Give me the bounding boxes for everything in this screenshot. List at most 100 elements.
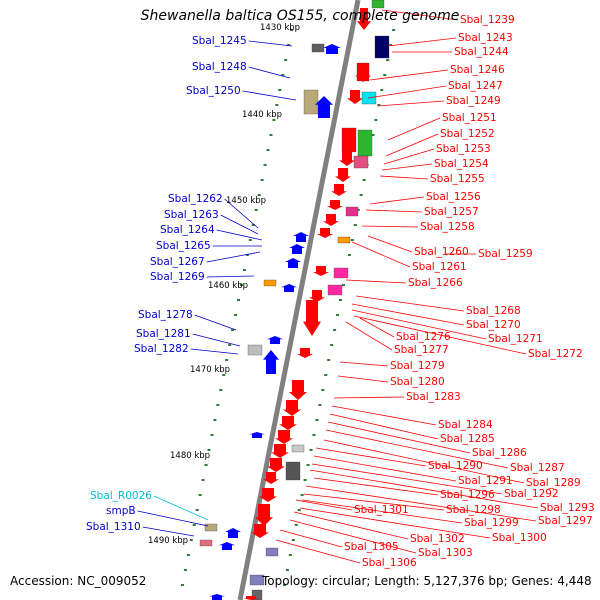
gene-labels: Sbal_1245 Sbal_1248 Sbal_1250 Sbal_1262 Sbal… bbox=[86, 14, 595, 569]
forward-gene-arrow bbox=[263, 350, 279, 374]
gene-label-right: Sbal_1291 bbox=[458, 475, 513, 487]
tick-dot bbox=[359, 194, 363, 196]
gene-feature bbox=[291, 444, 305, 453]
leader-line bbox=[192, 333, 241, 347]
leader-line bbox=[289, 519, 417, 554]
reverse-gene-arrow bbox=[279, 416, 297, 430]
tick-dot bbox=[281, 74, 285, 76]
tick-dot bbox=[284, 59, 288, 61]
leader-line bbox=[248, 66, 291, 79]
leader-line bbox=[190, 348, 239, 355]
reverse-gene-arrow bbox=[317, 228, 333, 238]
tick-dot bbox=[269, 134, 273, 136]
gene-label-right: Sbal_1239 bbox=[460, 14, 515, 26]
gene-label-right: Sbal_1247 bbox=[448, 80, 503, 92]
gene-label-right: Sbal_1280 bbox=[390, 376, 445, 388]
tick-dot bbox=[380, 89, 384, 91]
gene-label-right: Sbal_1283 bbox=[406, 391, 461, 403]
forward-gene-arrow bbox=[219, 542, 235, 550]
reverse-gene-arrow bbox=[297, 348, 313, 358]
reverse-gene-arrow bbox=[339, 152, 355, 166]
gene-label-right: Sbal_1272 bbox=[528, 348, 583, 360]
gene-label-left: Sbal_1263 bbox=[164, 209, 219, 221]
tick-dot bbox=[210, 434, 214, 436]
leader-line bbox=[365, 209, 423, 213]
gene-label-right: Sbal_1303 bbox=[418, 547, 473, 559]
leader-line bbox=[305, 485, 537, 522]
tick-dot bbox=[336, 314, 340, 316]
leader-line bbox=[220, 214, 259, 235]
leader-line bbox=[377, 100, 445, 107]
leader-line bbox=[313, 477, 439, 496]
leader-line bbox=[337, 375, 389, 383]
gene-label-left: Sbal_1267 bbox=[150, 256, 205, 268]
leader-line bbox=[345, 321, 393, 351]
tick-dot bbox=[392, 29, 396, 31]
tick-dot bbox=[353, 224, 357, 226]
gene-feature bbox=[247, 344, 263, 356]
reverse-gene-arrow bbox=[259, 488, 277, 502]
gene-label-right: Sbal_1249 bbox=[446, 95, 501, 107]
gene-label-right: Sbal_1286 bbox=[472, 447, 527, 459]
gene-features bbox=[199, 0, 390, 600]
gene-label-left: Sbal_1262 bbox=[168, 193, 223, 205]
leader-line bbox=[381, 163, 433, 171]
tick-dot bbox=[183, 569, 187, 571]
gene-label-right: Sbal_1287 bbox=[510, 462, 565, 474]
gene-feature bbox=[251, 589, 263, 600]
reverse-gene-arrow bbox=[271, 444, 289, 458]
gene-feature bbox=[265, 547, 279, 557]
tick-dot bbox=[386, 59, 390, 61]
kbp-label: 1450 kbp bbox=[226, 196, 266, 206]
kbp-label: 1430 kbp bbox=[260, 23, 300, 33]
reverse-gene-arrow bbox=[289, 380, 307, 400]
gene-label-right: Sbal_1252 bbox=[440, 128, 495, 140]
leader-line bbox=[275, 539, 361, 564]
gene-feature bbox=[341, 127, 357, 153]
tick-dot bbox=[294, 524, 298, 526]
gene-label-left: Sbal_1264 bbox=[160, 224, 215, 236]
reverse-gene-arrow bbox=[357, 8, 371, 30]
tick-dot bbox=[257, 194, 261, 196]
leader-line bbox=[379, 175, 429, 180]
leader-line bbox=[351, 303, 465, 326]
tick-dot bbox=[350, 239, 354, 241]
reverse-gene-arrow bbox=[313, 266, 329, 276]
gene-label-right: Sbal_1260 bbox=[414, 246, 469, 258]
gene-label-right: Sbal_1298 bbox=[446, 504, 501, 516]
gene-label-right: Sbal_1290 bbox=[428, 460, 483, 472]
gene-label-right: Sbal_1255 bbox=[430, 173, 485, 185]
gene-label-right: Sbal_1261 bbox=[412, 261, 467, 273]
leader-line bbox=[345, 279, 407, 284]
leader-line bbox=[325, 429, 509, 469]
reverse-gene-arrow bbox=[347, 90, 363, 104]
reverse-gene-arrow bbox=[309, 290, 325, 302]
map-title: Shewanella baltica OS155, complete genom… bbox=[140, 8, 460, 24]
leader-line bbox=[333, 396, 405, 399]
leader-line bbox=[353, 315, 527, 355]
gene-label-right: Sbal_1277 bbox=[394, 344, 449, 356]
gene-label-left: smpB bbox=[106, 505, 136, 517]
reverse-gene-arrow bbox=[323, 214, 339, 226]
gene-label-right: Sbal_1254 bbox=[434, 158, 489, 170]
gene-label-left: Sbal_1278 bbox=[138, 309, 193, 321]
gene-feature bbox=[371, 0, 385, 9]
leader-line bbox=[387, 37, 457, 47]
forward-gene-arrow bbox=[249, 432, 265, 438]
tick-dot bbox=[324, 374, 328, 376]
tick-dot bbox=[228, 344, 232, 346]
gene-feature bbox=[327, 284, 343, 296]
tick-dot bbox=[239, 284, 243, 286]
tick-dot bbox=[186, 554, 190, 556]
leader-line bbox=[385, 133, 439, 157]
reverse-gene-arrow bbox=[355, 66, 371, 82]
tick-dot bbox=[327, 359, 331, 361]
leader-line bbox=[295, 499, 353, 511]
forward-gene-arrow bbox=[289, 244, 305, 254]
kbp-label: 1490 kbp bbox=[148, 536, 188, 546]
gene-label-right: Sbal_1276 bbox=[396, 331, 451, 343]
leader-line bbox=[331, 405, 437, 426]
tick-dot bbox=[362, 179, 366, 181]
gene-label-right: Sbal_1266 bbox=[408, 277, 463, 289]
